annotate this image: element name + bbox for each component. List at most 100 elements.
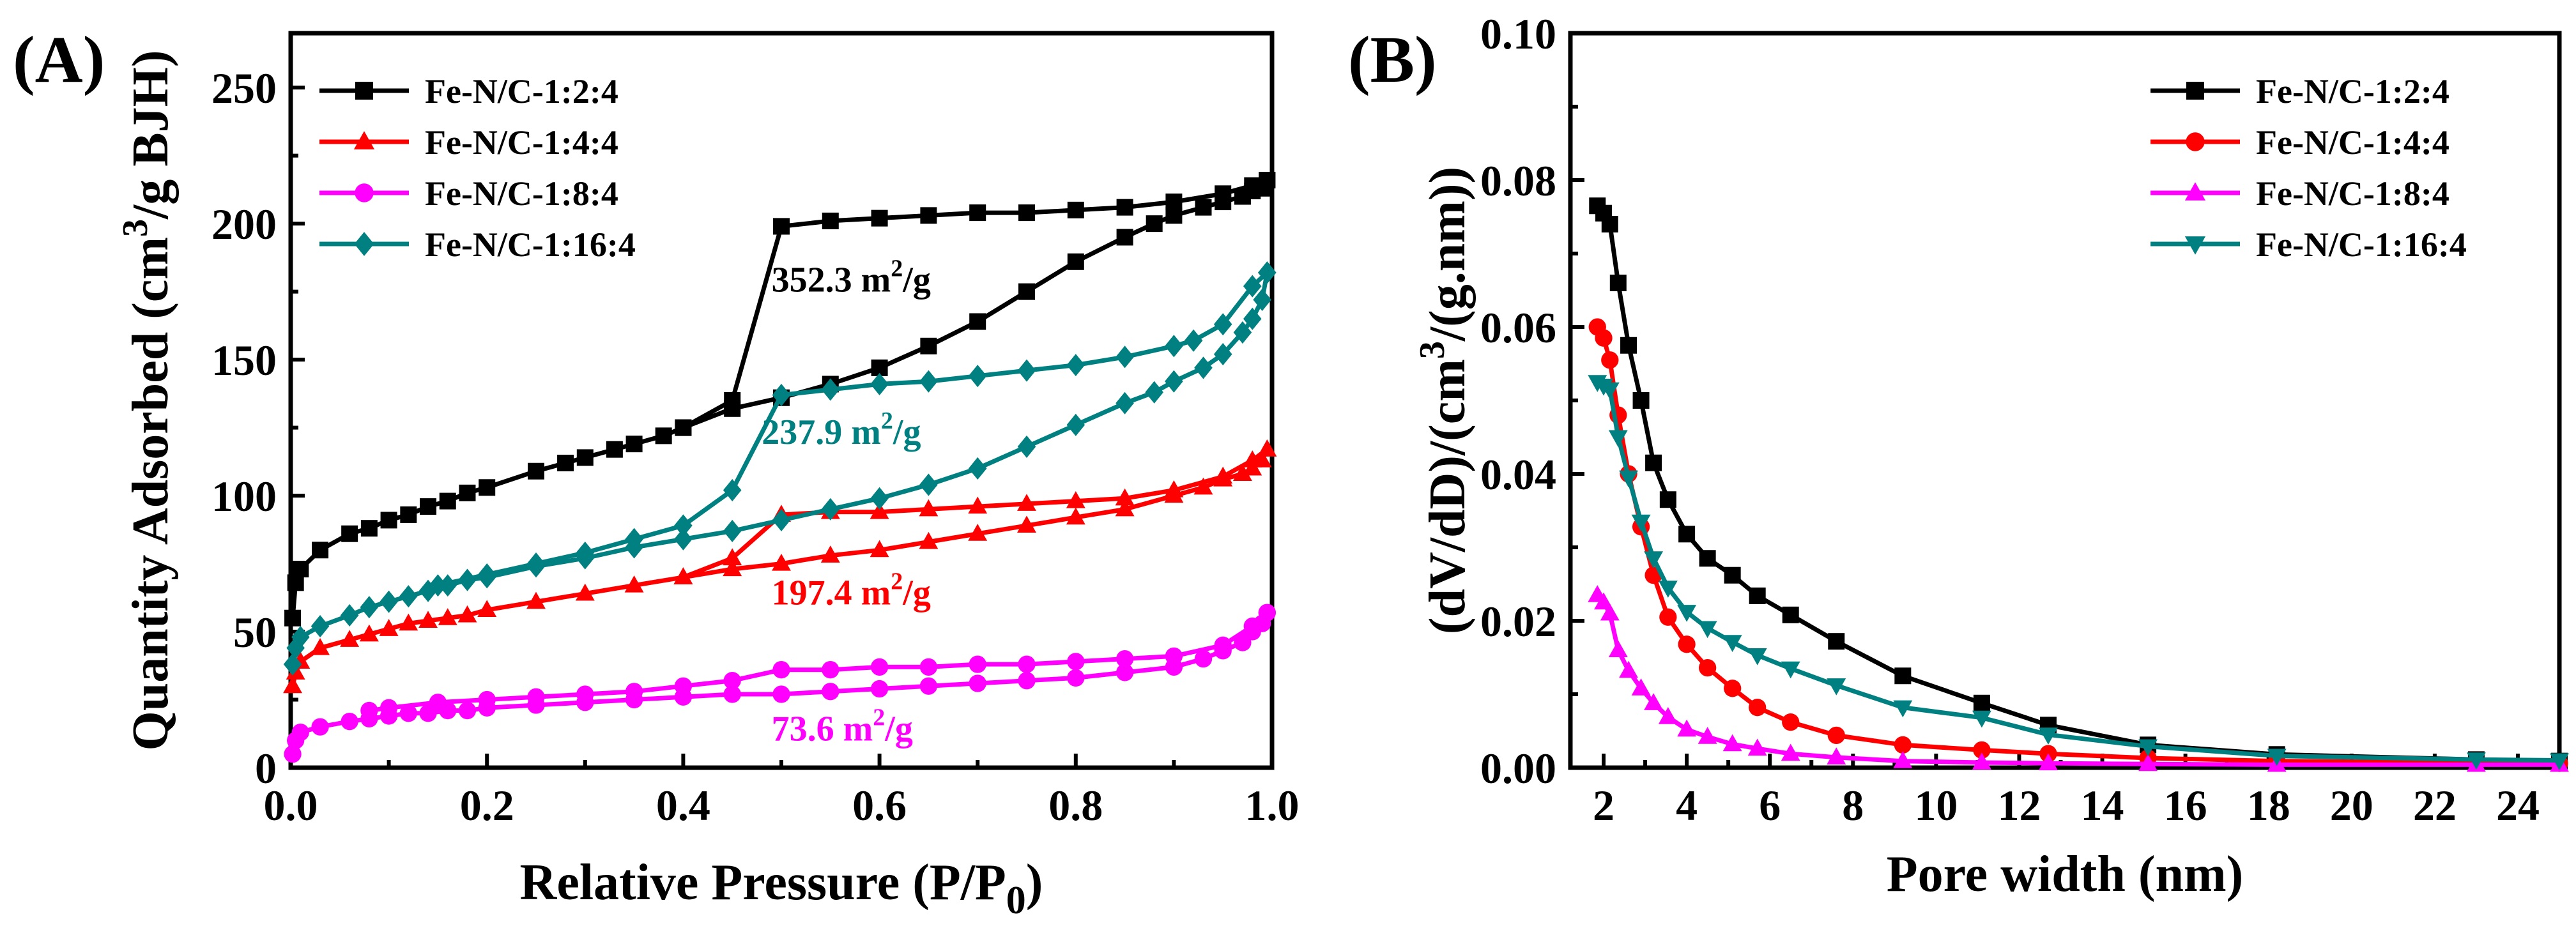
data-point [969, 204, 986, 222]
data-point [870, 372, 889, 395]
legend-marker [354, 232, 374, 256]
data-point [1215, 194, 1232, 211]
legend-item: Fe-N/C-1:16:4 [319, 225, 636, 264]
y-tick-label: 50 [233, 608, 277, 657]
series-Fe-N/C-1:8:4 [1588, 585, 2569, 772]
data-point [674, 528, 693, 551]
data-point [1116, 391, 1134, 414]
data-point [822, 212, 839, 229]
y-tick-label: 200 [211, 200, 277, 248]
surface-area-annotation: 197.4 m2/g [772, 568, 931, 612]
legend-marker [353, 131, 375, 149]
data-point [1195, 199, 1212, 216]
legend-item: Fe-N/C-1:2:4 [2150, 72, 2450, 110]
y-tick-label: 0.10 [1480, 10, 1556, 58]
data-point [458, 701, 477, 720]
data-point [526, 555, 546, 578]
data-point [479, 479, 496, 496]
series-line [1595, 204, 2560, 764]
data-point [1018, 283, 1035, 300]
data-point [870, 680, 889, 698]
legend-item: Fe-N/C-1:8:4 [319, 174, 618, 213]
data-point [1164, 485, 1184, 503]
data-point [429, 574, 447, 597]
x-tick-label: 18 [2247, 781, 2290, 830]
data-point [341, 712, 358, 731]
data-point [1781, 743, 1800, 761]
data-point [1252, 450, 1272, 468]
data-point [919, 473, 938, 496]
data-point [291, 626, 310, 649]
data-point [418, 611, 438, 628]
data-point [1184, 329, 1203, 352]
data-point [1827, 726, 1845, 745]
panel-b-ticks: 2 4 6 8 10 12 14 16 18 20 22 240.000.020.040.060.08… [1480, 10, 2540, 830]
y-tick-label: 0 [255, 744, 277, 793]
data-point [1678, 635, 1696, 653]
data-point [360, 596, 379, 619]
data-point [1258, 604, 1276, 621]
data-point [723, 519, 742, 542]
panel-b-x-axis-label: Pore width (nm) [1887, 846, 2243, 902]
data-point [1724, 680, 1742, 697]
x-tick-label: 8 [1842, 781, 1864, 830]
legend-label: Fe-N/C-1:8:4 [2256, 174, 2450, 213]
data-point [1213, 343, 1232, 366]
data-point [1018, 672, 1036, 690]
data-point [1973, 741, 1991, 759]
data-point [310, 614, 330, 638]
legend-label: Fe-N/C-1:2:4 [425, 72, 618, 110]
data-point [2039, 727, 2058, 745]
data-point [1165, 207, 1183, 224]
data-point [1747, 648, 1767, 665]
data-point [1243, 307, 1262, 330]
x-tick-label: 24 [2496, 781, 2540, 830]
y-tick-label: 100 [211, 472, 277, 521]
x-tick-label: 0.6 [852, 781, 907, 830]
data-point [675, 419, 692, 436]
data-point [477, 600, 497, 618]
data-point [1115, 488, 1135, 506]
series-desorption-line [682, 447, 1269, 580]
data-point [674, 688, 693, 706]
data-point [457, 605, 477, 623]
data-point [359, 624, 379, 642]
series-Fe-N/C-1:8:4 [284, 604, 1276, 763]
data-point [459, 484, 476, 501]
data-point [1165, 370, 1183, 393]
data-point [1620, 337, 1637, 354]
panel-a-legend: Fe-N/C-1:2:4 Fe-N/C-1:4:4 Fe-N/C-1:8:4 Fe-N… [319, 72, 636, 264]
data-point [420, 498, 437, 515]
data-point [1893, 751, 1913, 768]
data-point [379, 590, 398, 613]
data-point [478, 699, 496, 717]
panel-a-y-axis-label: Quantity Adsorbed (cm3/g BJH) [116, 50, 179, 751]
data-point [1066, 354, 1085, 377]
data-point [1893, 700, 1913, 718]
data-point [1645, 454, 1662, 471]
data-point [1828, 633, 1845, 650]
data-point [655, 427, 672, 445]
data-point [1115, 499, 1135, 517]
x-tick-label: 1.0 [1245, 781, 1300, 830]
data-point [822, 661, 839, 679]
data-point [968, 496, 988, 514]
data-point [1595, 329, 1613, 347]
data-point [1017, 435, 1036, 458]
data-point [1243, 275, 1262, 298]
data-point [380, 512, 397, 529]
data-point [1631, 678, 1651, 696]
data-point [969, 655, 986, 673]
data-point [283, 676, 303, 694]
data-point [2267, 749, 2287, 766]
data-point [1972, 710, 1991, 728]
data-point [1018, 204, 1035, 222]
data-point [1145, 381, 1163, 404]
data-point [1017, 359, 1036, 382]
legend-label: Fe-N/C-1:16:4 [2256, 225, 2467, 264]
data-point [1631, 514, 1651, 532]
data-point [723, 548, 742, 566]
data-point [1594, 592, 1613, 610]
y-tick-label: 0.02 [1480, 597, 1556, 646]
data-point [1619, 660, 1639, 678]
